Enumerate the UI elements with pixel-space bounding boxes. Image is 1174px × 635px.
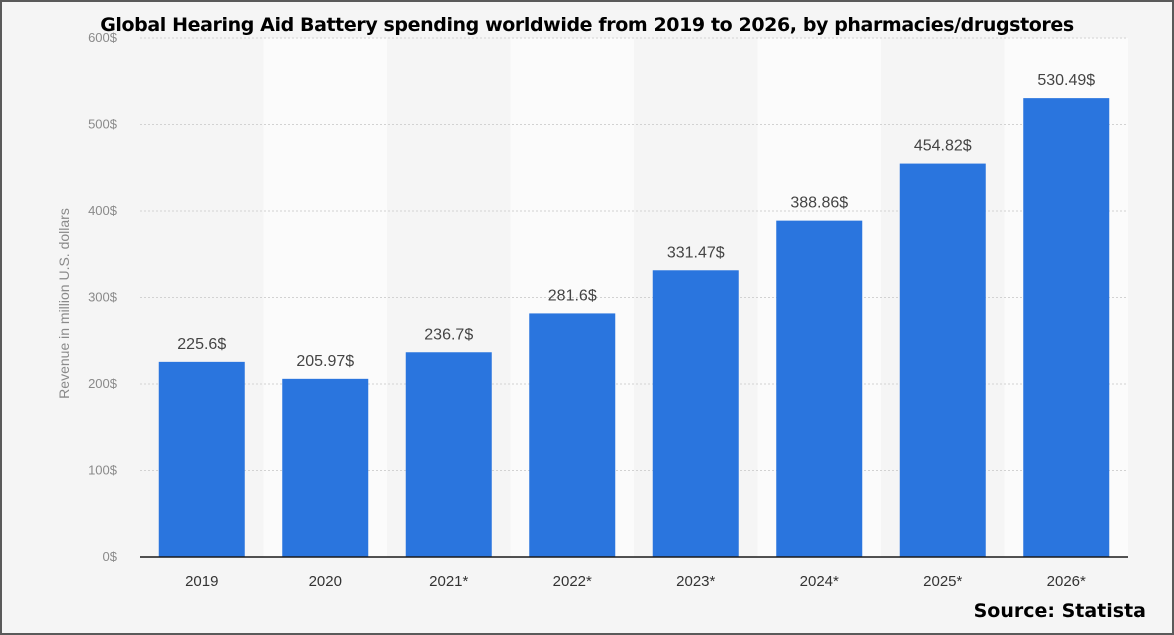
x-tick-label: 2024* — [800, 573, 839, 590]
source-note: Source: Statista — [973, 600, 1146, 622]
y-tick-label: 300$ — [88, 290, 118, 305]
y-tick-label: 600$ — [88, 30, 118, 45]
bar — [652, 270, 739, 557]
bar — [1023, 98, 1110, 557]
x-tick-label: 2025* — [923, 573, 962, 590]
y-tick-label: 400$ — [88, 203, 118, 218]
x-tick-label: 2026* — [1047, 573, 1086, 590]
y-tick-label: 200$ — [88, 376, 118, 391]
bar-value-label: 281.6$ — [548, 287, 597, 304]
bar-value-label: 331.47$ — [667, 244, 725, 261]
bar-value-label: 454.82$ — [914, 138, 972, 155]
chart-title: Global Hearing Aid Battery spending worl… — [100, 14, 1074, 36]
bar — [282, 378, 369, 557]
bar — [158, 361, 245, 557]
bar — [529, 313, 616, 557]
x-tick-label: 2022* — [553, 573, 592, 590]
bar-value-label: 236.7$ — [424, 326, 473, 343]
bar — [899, 163, 986, 558]
x-tick-label: 2021* — [429, 573, 468, 590]
bar-value-label: 205.97$ — [296, 353, 354, 370]
bar-value-label: 225.6$ — [177, 336, 226, 353]
bar — [405, 352, 492, 557]
x-tick-label: 2020 — [309, 573, 342, 590]
bar-value-label: 530.49$ — [1037, 72, 1095, 89]
y-axis-label: Revenue in million U.S. dollars — [56, 208, 72, 399]
x-tick-label: 2019 — [185, 573, 218, 590]
bar — [776, 220, 863, 557]
bar-value-label: 388.86$ — [790, 195, 848, 212]
x-tick-label: 2023* — [676, 573, 715, 590]
y-tick-label: 0$ — [103, 549, 118, 564]
y-tick-label: 100$ — [88, 463, 118, 478]
y-tick-label: 500$ — [88, 117, 118, 132]
